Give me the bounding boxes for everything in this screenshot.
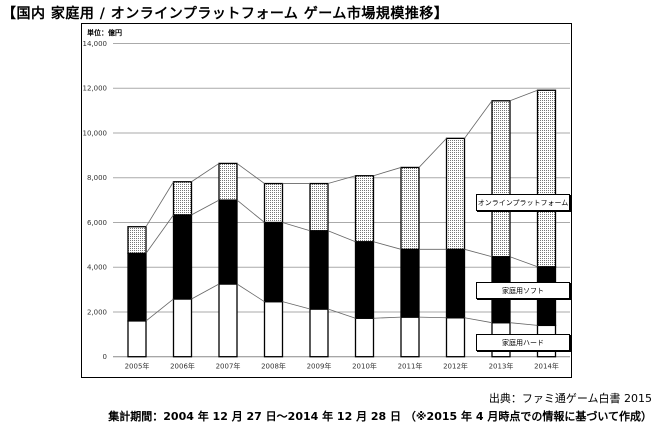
connector-line xyxy=(327,230,356,243)
connector-line xyxy=(191,163,220,183)
bar-online xyxy=(263,182,284,224)
y-tick-label: 2,000 xyxy=(87,308,107,316)
connector-line xyxy=(373,241,402,250)
legend-home-hardware: 家庭用ハード xyxy=(476,334,570,351)
y-tick-label: 10,000 xyxy=(83,129,108,137)
connector-line xyxy=(327,175,356,184)
bar-software xyxy=(354,241,375,319)
chart-title: 【国内 家庭用 / オンラインプラットフォーム ゲーム市場規模推移】 xyxy=(2,6,449,22)
bar-software xyxy=(309,230,329,310)
connector-line xyxy=(236,163,265,184)
y-tick-label: 8,000 xyxy=(87,174,107,182)
bar-hardware xyxy=(172,298,193,358)
y-tick-label: 0 xyxy=(103,353,107,361)
bar-online xyxy=(127,226,147,254)
connector-line xyxy=(145,181,174,227)
connector-line xyxy=(509,256,538,268)
bar-software xyxy=(263,221,284,303)
bar-hardware xyxy=(354,317,375,358)
bar-hardware xyxy=(400,316,420,358)
connector-line xyxy=(236,283,265,303)
bar-online xyxy=(309,182,329,232)
bar-online xyxy=(218,162,238,201)
connector-line xyxy=(418,316,447,319)
x-tick-label: 2008年 xyxy=(261,362,286,371)
y-tick-label: 6,000 xyxy=(87,219,107,227)
x-tick-label: 2007年 xyxy=(216,362,241,371)
connector-line xyxy=(191,199,220,216)
source-note: 出典：ファミ通ゲーム白書 2015 xyxy=(488,392,652,405)
connector-line xyxy=(145,298,174,322)
unit-label: 単位：億円 xyxy=(87,29,122,37)
connector-line xyxy=(509,322,538,326)
bar-hardware xyxy=(218,283,238,358)
x-tick-label: 2009年 xyxy=(307,362,332,371)
period-note: 集計期間：2004 年 12 月 27 日～2014 年 12 月 28 日 （… xyxy=(108,410,652,423)
legend-online-platform: オンラインプラットフォーム xyxy=(476,194,570,211)
bar-online xyxy=(491,100,511,258)
connector-line xyxy=(464,100,493,139)
bar-software xyxy=(218,199,238,285)
bar-software xyxy=(127,252,147,322)
y-tick-label: 4,000 xyxy=(87,264,107,272)
connector-line xyxy=(327,308,356,319)
x-tick-label: 2010年 xyxy=(352,362,377,371)
bar-hardware xyxy=(445,317,466,358)
connector-line xyxy=(145,214,174,254)
connector-line xyxy=(464,248,493,258)
x-tick-label: 2012年 xyxy=(443,362,468,371)
bar-software xyxy=(400,248,420,318)
chart-frame xyxy=(81,23,572,378)
bar-hardware xyxy=(127,320,147,358)
connector-line xyxy=(282,222,311,232)
bar-online xyxy=(172,181,193,216)
legend-home-software: 家庭用ソフト xyxy=(476,282,570,299)
connector-line xyxy=(236,199,265,223)
y-tick-label: 12,000 xyxy=(83,85,108,93)
x-tick-label: 2006年 xyxy=(170,362,195,371)
connector-line xyxy=(509,89,538,102)
bar-hardware xyxy=(309,308,329,358)
bar-software xyxy=(445,248,466,319)
bar-online xyxy=(536,89,557,268)
bar-online xyxy=(400,166,420,250)
connector-line xyxy=(464,317,493,324)
connector-line xyxy=(282,301,311,310)
bar-online xyxy=(354,175,375,243)
x-tick-label: 2014年 xyxy=(534,362,559,371)
bar-hardware xyxy=(263,301,284,358)
x-tick-label: 2011年 xyxy=(398,362,423,371)
y-tick-label: 14,000 xyxy=(83,40,108,48)
connector-line xyxy=(191,283,220,300)
connector-line xyxy=(373,167,402,177)
bar-software xyxy=(172,214,193,300)
x-tick-label: 2013年 xyxy=(489,362,514,371)
x-tick-label: 2005年 xyxy=(125,362,150,371)
connector-line xyxy=(373,316,402,319)
bar-online xyxy=(445,137,466,250)
connector-line xyxy=(418,138,447,168)
